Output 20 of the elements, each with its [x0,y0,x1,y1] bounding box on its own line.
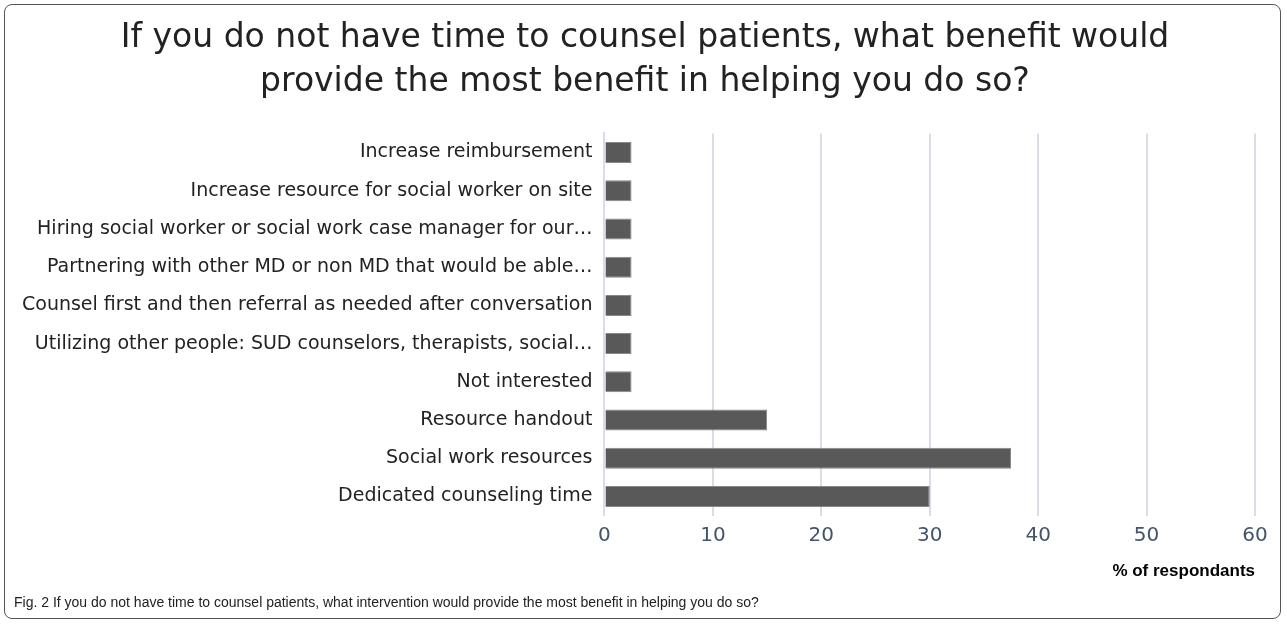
x-tick-label: 50 [1133,521,1160,546]
y-tick-label: Social work resources [385,445,593,468]
x-tick-label: 10 [700,521,726,546]
y-tick-label: Resource handout [420,406,593,429]
y-tick-label: Dedicated counseling time [338,483,593,506]
x-tick-label: 0 [598,521,611,546]
y-tick-label: Partnering with other MD or non MD that would be able… [46,254,593,277]
caption: Fig. 2 If you do not have time to counsel patients, what intervention would provide the most benefit in helping you do so? [14,594,759,610]
y-tick-label: Counsel first and then referral as needed after conversation [21,292,593,315]
chart-title: If you do not have time to counsel patients, what benefit would provide the most benefit in helping you do so? [119,15,1171,101]
y-tick-label: Hiring social worker or social work case manager for our… [37,215,593,238]
y-tick-label: Increase reimbursement [359,139,593,162]
y-tick-label: Increase resource for social worker on site [190,177,593,200]
x-tick-label: 20 [808,521,835,546]
y-tick-label: Utilizing other people: SUD counselors, therapists, social… [34,330,593,353]
x-tick-label: 30 [917,521,943,546]
x-tick-label: 60 [1242,521,1268,546]
y-tick-label: Not interested [456,368,593,391]
x-tick-label: 40 [1025,521,1051,546]
x-axis-title: % of respondants [1112,561,1255,581]
